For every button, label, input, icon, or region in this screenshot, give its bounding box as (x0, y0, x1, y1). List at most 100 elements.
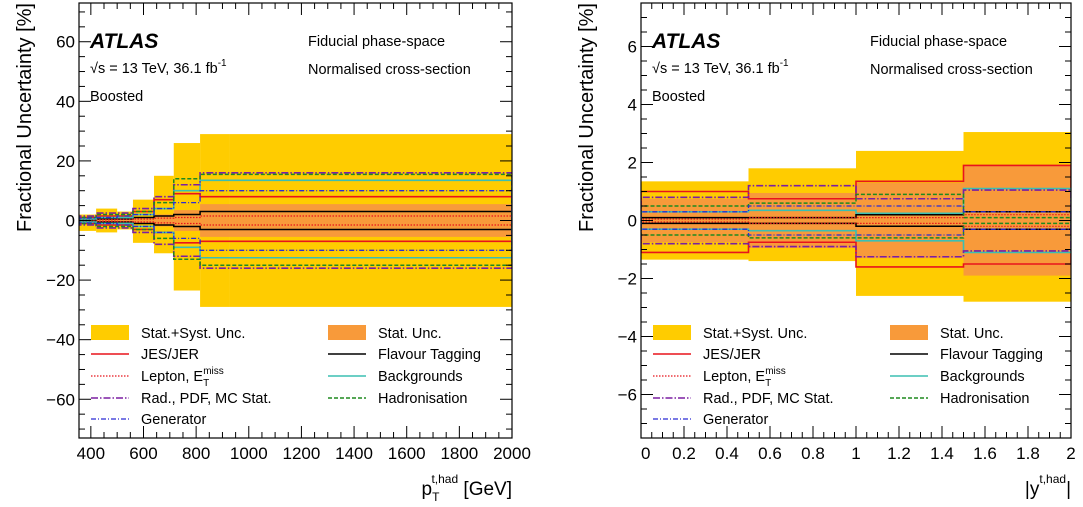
legend-label-8: Generator (141, 412, 206, 428)
band-stat-bin-5 (173, 210, 201, 231)
legend-label-7: Hadronisation (940, 391, 1029, 407)
legend-label-5: Backgrounds (378, 369, 463, 385)
y-tick-label: −60 (46, 390, 75, 409)
series-generator-up (79, 190, 512, 221)
series-hadronisation-down (641, 220, 1071, 239)
legend-label-0: Stat.+Syst. Unc. (703, 326, 807, 342)
band-stat-bin-2 (117, 218, 133, 223)
y-tick-label: 6 (628, 38, 637, 57)
y-tick-label: 0 (628, 212, 637, 231)
x-tick-label: 1.2 (887, 444, 911, 463)
selection-label: Boosted (652, 89, 705, 105)
legend: Stat.+Syst. Unc. Stat. Unc. JES/JER Flavour… (91, 325, 481, 428)
band-stat-bin-2 (856, 182, 964, 259)
y-axis-label: Fractional Uncertainty [%] (14, 3, 36, 232)
x-axis-label: |yt,had| (1025, 472, 1071, 500)
y-tick-label: −2 (618, 270, 637, 289)
x-tick-label: 1.4 (930, 444, 954, 463)
legend-label-2: JES/JER (141, 347, 199, 363)
legend-label-6: Rad., PDF, MC Stat. (141, 391, 272, 407)
legend-swatch-0 (91, 325, 129, 340)
series-lepton-e-t-miss-down (641, 220, 1071, 227)
legend-label-1: Stat. Unc. (378, 326, 442, 342)
band-stat-bin-1 (96, 219, 118, 222)
series-jes-jer-down (641, 220, 1071, 268)
y-tick-label: −4 (618, 328, 637, 347)
atlas-label: ATLAS (651, 30, 720, 53)
legend-swatch-1 (328, 325, 366, 340)
y-axis-label: Fractional Uncertainty [%] (576, 3, 598, 232)
series-generator-down (79, 220, 512, 251)
series-hadronisation-down (79, 220, 512, 266)
y-tick-label: 4 (628, 96, 637, 115)
legend-swatch-1 (890, 325, 928, 340)
x-tick-label: 0.2 (672, 444, 696, 463)
x-tick-label: 1200 (283, 444, 321, 463)
phase-space-label: Fiducial phase-space (870, 34, 1007, 50)
chart-panel-y: −6 −4 −2 0 2 4 6 0 0.2 0.4 0.6 0.8 1 1.2 1.4 1.6 1.8 2 Fra… (576, 2, 1076, 500)
y-tick-label: 20 (56, 152, 75, 171)
energy-lumi-label: √s = 13 TeV, 36.1 fb-1 (90, 58, 227, 77)
series-lepton-e-t-miss-up (641, 214, 1071, 221)
x-tick-label: 1.6 (973, 444, 997, 463)
x-tick-label: 0.4 (715, 444, 739, 463)
cross-section-label: Normalised cross-section (308, 62, 471, 78)
cross-section-label: Normalised cross-section (870, 62, 1033, 78)
selection-label: Boosted (90, 89, 143, 105)
legend-label-5: Backgrounds (940, 369, 1025, 385)
band-stat-bin-6 (200, 204, 230, 237)
legend-label-2: JES/JER (703, 347, 761, 363)
legend-label-1: Stat. Unc. (940, 326, 1004, 342)
band-stat-bin-3 (132, 216, 155, 225)
series-generator-down (641, 220, 1071, 236)
legend-label-4: Lepton, ETmiss (703, 366, 786, 389)
series-hadronisation-up (641, 193, 1071, 221)
plot-area (79, 134, 512, 307)
x-tick-label: 1800 (440, 444, 478, 463)
atlas-label: ATLAS (89, 30, 158, 53)
x-tick-label: 0.6 (758, 444, 782, 463)
legend-label-0: Stat.+Syst. Unc. (141, 326, 245, 342)
x-tick-label: 1600 (388, 444, 426, 463)
x-tick-label: 2000 (493, 444, 531, 463)
x-axis-label: pTt,had [GeV] (422, 472, 512, 504)
band-stat-bin-1 (748, 192, 856, 249)
phase-space-label: Fiducial phase-space (308, 34, 445, 50)
x-tick-label: 600 (129, 444, 157, 463)
y-tick-label: −40 (46, 331, 75, 350)
x-tick-label: 2 (1066, 444, 1075, 463)
legend: Stat.+Syst. Unc. Stat. Unc. JES/JER Flavour… (653, 325, 1043, 428)
plot-area (641, 132, 1071, 302)
y-tick-label: −20 (46, 271, 75, 290)
legend-label-6: Rad., PDF, MC Stat. (703, 391, 834, 407)
x-tick-label: 0 (641, 444, 650, 463)
series-generator-up (641, 205, 1071, 221)
series-rad-pdf-mc-stat--up (641, 184, 1071, 221)
x-tick-label: 1.8 (1016, 444, 1040, 463)
x-tick-label: 1 (851, 444, 860, 463)
y-tick-label: 60 (56, 33, 75, 52)
y-tick-label: 40 (56, 92, 75, 111)
x-tick-label: 800 (182, 444, 210, 463)
band-stat-bin-7 (229, 204, 512, 237)
y-tick-label: 0 (66, 212, 75, 231)
legend-label-3: Flavour Tagging (940, 347, 1043, 363)
series-hadronisation-up (79, 173, 512, 221)
legend-label-8: Generator (703, 412, 768, 428)
band-stat-syst-bin-4 (154, 175, 174, 254)
chart-panel-pT: −60 −40 −20 0 20 40 60 400 600 800 1000 1200 1400 160… (14, 2, 531, 504)
x-tick-label: 1000 (230, 444, 268, 463)
x-tick-label: 0.8 (801, 444, 825, 463)
band-stat-bin-3 (963, 165, 1071, 276)
series-rad-pdf-mc-stat--down (641, 220, 1071, 258)
legend-label-4: Lepton, ETmiss (141, 366, 224, 389)
x-tick-label: 1400 (335, 444, 373, 463)
legend-label-7: Hadronisation (378, 391, 467, 407)
legend-label-3: Flavour Tagging (378, 347, 481, 363)
y-tick-label: 2 (628, 154, 637, 173)
energy-lumi-label: √s = 13 TeV, 36.1 fb-1 (652, 58, 789, 77)
band-stat-bin-4 (154, 214, 174, 227)
legend-swatch-0 (653, 325, 691, 340)
y-tick-label: −6 (618, 386, 637, 405)
